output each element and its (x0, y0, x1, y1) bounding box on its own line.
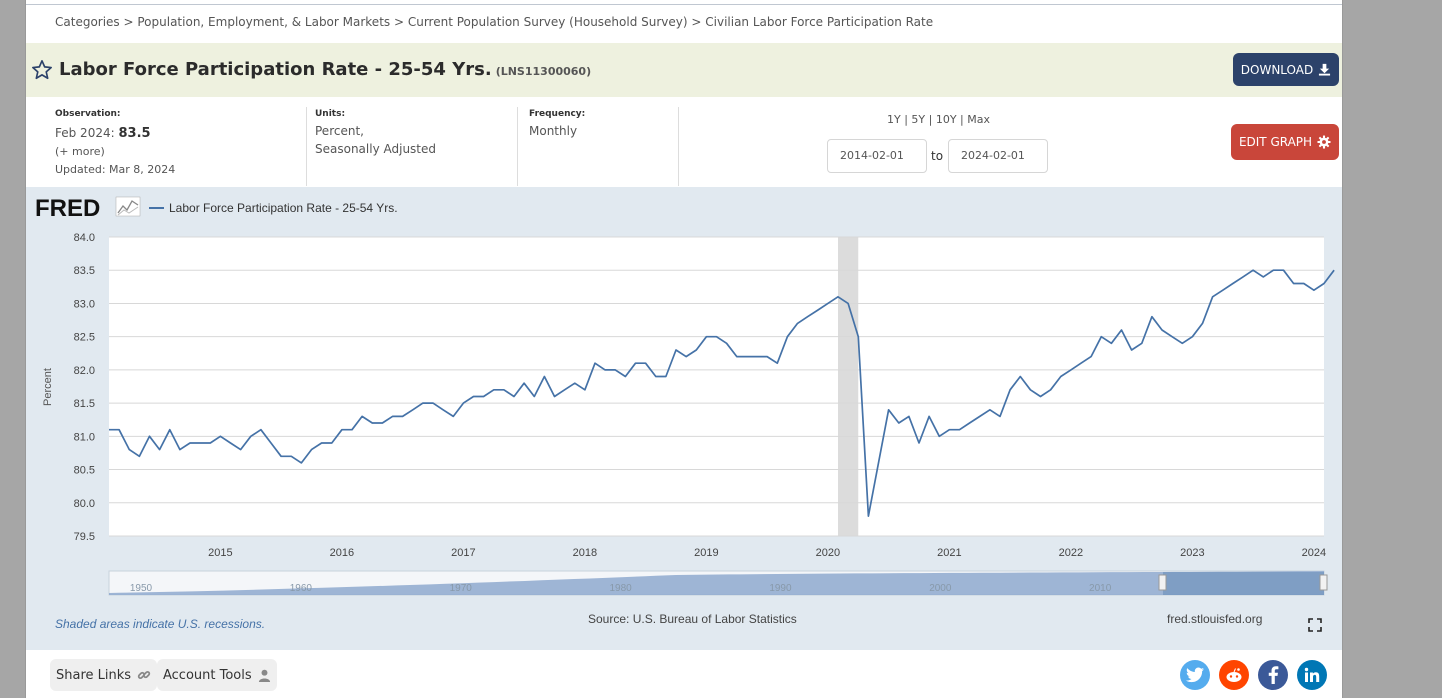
more-observations-link[interactable]: (+ more) (55, 145, 105, 158)
observation-date: Feb 2024: (55, 126, 115, 140)
x-tick-label: 2024 (1302, 547, 1326, 559)
frequency-block: Frequency: Monthly (529, 108, 585, 140)
range-1y[interactable]: 1Y (887, 113, 901, 126)
units-line2: Seasonally Adjusted (315, 142, 437, 156)
plot-background (109, 237, 1324, 536)
edit-graph-label: EDIT GRAPH (1238, 135, 1313, 149)
navigator-year-label: 2010 (1089, 583, 1112, 594)
breadcrumb-separator: > (687, 15, 706, 29)
units-line1: Percent, (315, 124, 364, 138)
x-tick-label: 2015 (208, 547, 232, 559)
y-tick-label: 81.5 (74, 398, 95, 410)
title-bar: Labor Force Participation Rate - 25-54 Y… (26, 43, 1342, 97)
gear-icon (1317, 135, 1331, 149)
breadcrumb-categories[interactable]: Categories (55, 15, 120, 29)
page-title: Labor Force Participation Rate - 25-54 Y… (59, 59, 591, 80)
navigator-year-label: 1960 (290, 583, 313, 594)
share-links-label: Share Links (56, 667, 132, 683)
range-5y[interactable]: 5Y (911, 113, 926, 126)
fullscreen-icon[interactable] (1308, 618, 1322, 632)
meta-divider (517, 107, 518, 186)
twitter-icon[interactable] (1180, 660, 1210, 690)
y-axis-label: Percent (42, 368, 54, 406)
x-tick-label: 2016 (330, 547, 354, 559)
navigator-handle-right[interactable] (1319, 574, 1328, 591)
y-tick-label: 82.5 (74, 332, 95, 344)
observation-label: Observation: (55, 109, 121, 119)
navigator-year-label: 1970 (450, 583, 473, 594)
meta-divider (678, 107, 679, 186)
units-block: Units: Percent, Seasonally Adjusted (315, 108, 436, 158)
navigator-handle-left[interactable] (1158, 574, 1167, 591)
y-tick-label: 79.5 (74, 531, 95, 543)
y-tick-label: 80.0 (74, 498, 95, 510)
range-max[interactable]: Max (967, 113, 991, 126)
range-10y[interactable]: 10Y (935, 113, 957, 126)
download-label: DOWNLOAD (1240, 62, 1314, 77)
graph-panel: FRED Labor Force Participation Rate - 25… (26, 187, 1342, 650)
navigator-year-label: 1950 (130, 583, 153, 594)
y-tick-label: 83.5 (74, 265, 95, 277)
fred-logo: FRED (35, 195, 100, 222)
breadcrumb: Categories > Population, Employment, & L… (55, 15, 933, 29)
y-tick-label: 81.0 (74, 431, 95, 443)
navigator-selection[interactable] (1163, 572, 1324, 595)
breadcrumb-population[interactable]: Population, Employment, & Labor Markets (137, 15, 391, 29)
chart-svg[interactable]: FRED Labor Force Participation Rate - 25… (26, 187, 1344, 650)
series-title-text: Labor Force Participation Rate - 25-54 Y… (59, 59, 492, 80)
download-icon (1319, 63, 1331, 76)
fred-logo-icon (115, 196, 141, 217)
x-tick-label: 2020 (816, 547, 840, 559)
frequency-value: Monthly (529, 124, 578, 138)
units-label: Units: (315, 109, 346, 119)
navigator[interactable]: 1950 1960 1970 1980 1990 2000 2010 (108, 570, 1328, 596)
breadcrumb-separator: > (390, 15, 408, 29)
recession-band (838, 237, 859, 536)
x-tick-label: 2017 (451, 547, 475, 559)
x-tick-label: 2023 (1180, 547, 1204, 559)
navigator-year-label: 1990 (769, 583, 792, 594)
page-container: Categories > Population, Employment, & L… (25, 0, 1343, 698)
x-tick-label: 2022 (1059, 547, 1083, 559)
site-link[interactable]: fred.stlouisfed.org (1167, 612, 1262, 626)
favorite-star-icon[interactable] (31, 59, 53, 81)
observation-block: Observation: Feb 2024: 83.5 (+ more) Upd… (55, 108, 175, 179)
breadcrumb-separator: > (119, 15, 138, 29)
edit-graph-button[interactable]: EDIT GRAPH (1231, 124, 1339, 160)
navigator-year-label: 1980 (609, 583, 632, 594)
updated-date: Updated: Mar 8, 2024 (55, 163, 176, 176)
share-links-button[interactable]: Share Links (50, 659, 158, 691)
linkedin-icon[interactable] (1297, 660, 1327, 690)
start-date-input[interactable]: 2014-02-01 (827, 139, 927, 173)
y-tick-label: 80.5 (74, 465, 95, 477)
recession-note[interactable]: Shaded areas indicate U.S. recessions. (55, 617, 265, 631)
facebook-icon[interactable] (1258, 660, 1288, 690)
y-tick-label: 83.0 (74, 298, 95, 310)
x-tick-label: 2019 (694, 547, 718, 559)
top-divider (26, 4, 1342, 5)
y-tick-label: 84.0 (74, 232, 95, 244)
series-id: (LNS11300060) (495, 65, 592, 78)
observation-value: 83.5 (118, 126, 151, 141)
y-tick-label: 82.0 (74, 365, 95, 377)
account-tools-label: Account Tools (163, 667, 252, 683)
navigator-year-label: 2000 (929, 583, 952, 594)
meta-divider (306, 107, 307, 186)
frequency-label: Frequency: (529, 109, 586, 119)
legend-label: Labor Force Participation Rate - 25-54 Y… (169, 201, 398, 215)
breadcrumb-cps[interactable]: Current Population Survey (Household Sur… (407, 15, 688, 29)
x-tick-label: 2018 (573, 547, 597, 559)
breadcrumb-clfpr[interactable]: Civilian Labor Force Participation Rate (705, 15, 934, 29)
source-text[interactable]: Source: U.S. Bureau of Labor Statistics (588, 612, 797, 626)
series-line (109, 269, 1335, 517)
reddit-icon[interactable] (1219, 660, 1249, 690)
account-tools-button[interactable]: Account Tools (157, 659, 277, 691)
user-icon (258, 669, 270, 682)
end-date-input[interactable]: 2024-02-01 (948, 139, 1048, 173)
x-tick-label: 2021 (937, 547, 961, 559)
date-to-label: to (931, 149, 944, 163)
date-range-selector: 1Y | 5Y | 10Y | Max (887, 113, 991, 126)
link-icon (137, 671, 151, 679)
download-button[interactable]: DOWNLOAD (1233, 53, 1339, 86)
